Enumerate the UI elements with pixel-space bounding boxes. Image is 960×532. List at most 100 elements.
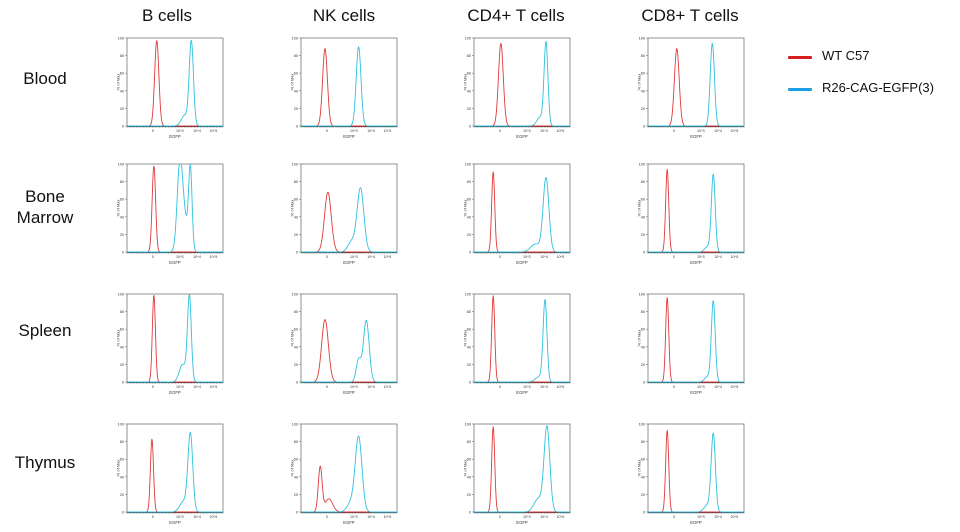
row-label-bone-marrow: Bone Marrow	[0, 186, 100, 228]
histogram-thymus-b-cells: 0 20 40 60 80 100 % of Max 0 10^3 10^4 10^5 EGFP	[116, 423, 224, 525]
x-tick-label: 10^4	[193, 385, 201, 389]
series-r26-cag-egfp-line	[473, 40, 571, 127]
y-tick-label: 40	[120, 345, 124, 349]
x-tick-label: 10^5	[557, 255, 565, 259]
y-tick-label: 100	[292, 37, 298, 41]
y-tick-label: 20	[467, 107, 471, 111]
histogram-spleen-cd8-t-cells: 0 20 40 60 80 100 % of Max 0 10^3 10^4 10^5 EGFP	[637, 293, 745, 395]
y-tick-label: 60	[294, 458, 298, 462]
y-tick-label: 100	[639, 37, 645, 41]
series-r26-cag-egfp-line	[473, 425, 571, 513]
y-tick-label: 100	[292, 163, 298, 167]
x-tick-label: 0	[326, 385, 328, 389]
y-tick-label: 80	[641, 310, 645, 314]
y-tick-label: 80	[294, 310, 298, 314]
y-tick-label: 80	[294, 54, 298, 58]
row-label-spleen: Spleen	[0, 320, 100, 341]
x-axis-label: EGFP	[516, 260, 528, 265]
y-axis-label: % of Max	[116, 460, 121, 477]
y-tick-label: 0	[643, 381, 645, 385]
y-tick-label: 40	[641, 215, 645, 219]
y-tick-label: 80	[120, 180, 124, 184]
x-tick-label: 10^4	[367, 515, 375, 519]
x-tick-label: 10^3	[350, 129, 358, 133]
y-tick-label: 80	[641, 440, 645, 444]
y-tick-label: 80	[467, 54, 471, 58]
y-tick-label: 60	[467, 458, 471, 462]
row-label-line: Spleen	[18, 321, 72, 340]
y-axis-label: % of Max	[463, 200, 468, 217]
y-tick-label: 40	[120, 475, 124, 479]
y-tick-label: 80	[467, 180, 471, 184]
histogram-bone-marrow-nk-cells: 0 20 40 60 80 100 % of Max 0 10^3 10^4 10^5 EGFP	[290, 163, 398, 265]
x-tick-label: 10^5	[557, 385, 565, 389]
x-tick-label: 10^5	[557, 129, 565, 133]
plot-frame	[300, 423, 398, 513]
y-tick-label: 0	[122, 125, 124, 129]
y-axis-label: % of Max	[637, 74, 642, 91]
x-tick-label: 0	[326, 515, 328, 519]
y-tick-label: 0	[296, 251, 298, 255]
y-tick-label: 0	[122, 251, 124, 255]
y-tick-label: 0	[469, 251, 471, 255]
x-tick-label: 10^3	[350, 255, 358, 259]
y-tick-label: 40	[294, 475, 298, 479]
y-tick-label: 20	[467, 493, 471, 497]
y-tick-label: 100	[118, 293, 124, 297]
y-tick-label: 0	[469, 381, 471, 385]
y-tick-label: 100	[465, 163, 471, 167]
row-label-line: Blood	[23, 69, 67, 88]
histogram-blood-nk-cells: 0 20 40 60 80 100 % of Max 0 10^3 10^4 10^5 EGFP	[290, 37, 398, 139]
x-tick-label: 0	[326, 255, 328, 259]
y-axis-label: % of Max	[116, 330, 121, 347]
y-tick-label: 0	[296, 381, 298, 385]
y-axis-label: % of Max	[463, 74, 468, 91]
series-r26-cag-egfp-line	[126, 431, 224, 513]
x-axis-label: EGFP	[343, 260, 355, 265]
y-tick-label: 60	[467, 72, 471, 76]
y-tick-label: 60	[120, 72, 124, 76]
y-axis-label: % of Max	[290, 460, 295, 477]
column-title-nk-cells: NK cells	[312, 6, 376, 25]
x-tick-label: 10^5	[210, 255, 218, 259]
x-tick-label: 10^3	[350, 515, 358, 519]
x-tick-label: 10^5	[210, 385, 218, 389]
x-tick-label: 0	[152, 385, 154, 389]
x-tick-label: 0	[673, 515, 675, 519]
x-tick-label: 10^5	[384, 385, 392, 389]
y-tick-label: 20	[120, 493, 124, 497]
plot-frame	[473, 423, 571, 513]
x-tick-label: 10^4	[193, 129, 201, 133]
x-tick-label: 10^4	[540, 385, 548, 389]
x-tick-label: 10^4	[540, 255, 548, 259]
x-tick-label: 0	[499, 129, 501, 133]
column-title-b-cells: B cells	[141, 6, 193, 25]
y-tick-label: 20	[120, 363, 124, 367]
plot-frame	[473, 37, 571, 127]
y-tick-label: 60	[120, 458, 124, 462]
series-r26-cag-egfp-line	[647, 43, 745, 127]
y-tick-label: 0	[122, 381, 124, 385]
x-tick-label: 10^3	[176, 515, 184, 519]
y-tick-label: 80	[467, 440, 471, 444]
histogram-bone-marrow-b-cells: 0 20 40 60 80 100 % of Max 0 10^3 10^4 10^5 EGFP	[116, 163, 224, 265]
y-tick-label: 20	[641, 233, 645, 237]
y-tick-label: 60	[641, 458, 645, 462]
x-tick-label: 10^4	[193, 515, 201, 519]
y-tick-label: 80	[294, 180, 298, 184]
column-title-cd8-t-cells: CD8+ T cells	[641, 6, 739, 25]
y-tick-label: 0	[469, 511, 471, 515]
y-axis-label: % of Max	[637, 460, 642, 477]
row-label-line: Marrow	[16, 208, 74, 227]
series-r26-cag-egfp-line	[300, 435, 398, 513]
y-tick-label: 60	[294, 328, 298, 332]
y-tick-label: 60	[641, 198, 645, 202]
series-r26-cag-egfp-line	[126, 163, 224, 253]
plot-frame	[647, 163, 745, 253]
y-tick-label: 20	[641, 493, 645, 497]
y-tick-label: 20	[294, 107, 298, 111]
x-tick-label: 10^3	[176, 255, 184, 259]
x-tick-label: 10^5	[557, 515, 565, 519]
x-tick-label: 10^4	[714, 129, 722, 133]
histogram-thymus-cd4-t-cells: 0 20 40 60 80 100 % of Max 0 10^3 10^4 10^5 EGFP	[463, 423, 571, 525]
